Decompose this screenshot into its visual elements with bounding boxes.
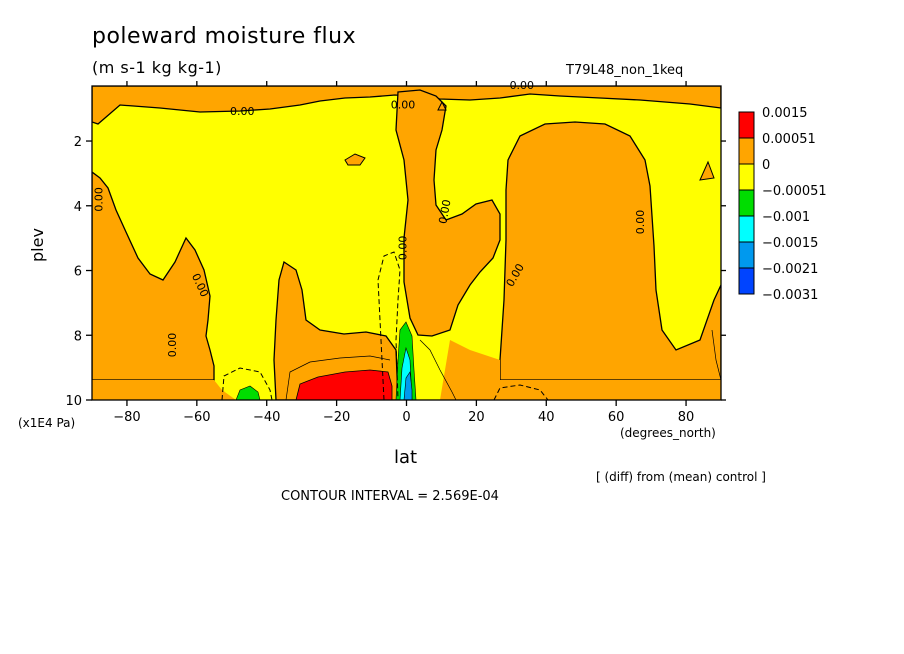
colorbar-label: 0.00051 (762, 132, 816, 147)
island-1 (344, 153, 366, 166)
contour-label: 0.00 (391, 99, 416, 112)
colorbar-box (738, 137, 755, 165)
dashed-contour-2 (221, 367, 273, 400)
x-tick-label: −80 (113, 410, 140, 425)
y-axis-ticks: 2 4 6 8 10 (65, 135, 726, 409)
fill-orange-top (92, 86, 721, 125)
x-tick-label: −20 (323, 410, 350, 425)
colorbar-label: −0.0015 (762, 236, 818, 251)
fill-orange-center (395, 89, 501, 337)
contour-label: 0.00 (166, 333, 179, 358)
diff-note: [ (diff) from (mean) control ] (596, 470, 766, 484)
x-axis-ticks: −80 −60 −40 −20 0 20 40 60 80 (113, 81, 694, 425)
x-axis-label: lat (394, 447, 418, 468)
y-axis-units: (x1E4 Pa) (18, 416, 76, 430)
x-tick-label: 80 (678, 410, 695, 425)
fill-orange-bottom-right (440, 340, 721, 400)
y-tick-label: 4 (74, 200, 82, 215)
x-tick-label: 40 (538, 410, 555, 425)
contour-label: 0.00 (436, 198, 453, 224)
contour-label: 0.00 (230, 105, 255, 118)
x-tick-label: 20 (468, 410, 485, 425)
colorbar-box (738, 267, 755, 295)
x-axis-units: (degrees_north) (620, 426, 716, 440)
thin-contour-2 (419, 339, 457, 400)
fill-orange-right (499, 121, 721, 381)
colorbar-box (738, 163, 755, 191)
x-tick-label: −40 (253, 410, 280, 425)
thin-contour-1 (285, 355, 391, 400)
fill-orange-left (92, 171, 215, 381)
fill-green-left (235, 385, 261, 400)
colorbar-label: 0 (762, 158, 770, 173)
colorbar-label: −0.001 (762, 210, 810, 225)
colorbar-label: −0.00051 (762, 184, 827, 199)
x-tick-label: 60 (608, 410, 625, 425)
island-2 (699, 160, 715, 181)
run-label: T79L48_non_1keq (566, 63, 684, 78)
chart-title: poleward moisture flux (92, 24, 357, 49)
x-tick-label: 0 (402, 410, 410, 425)
contour-label: 0.00 (92, 187, 105, 212)
colorbar-box (738, 241, 755, 269)
contour-label: 0.00 (397, 236, 410, 260)
contour-label: 0.00 (634, 210, 647, 235)
colorbar-box (738, 111, 755, 139)
fill-red (295, 369, 393, 400)
colorbar-label: −0.0031 (762, 288, 818, 303)
y-tick-label: 10 (65, 394, 82, 409)
y-tick-label: 8 (74, 329, 82, 344)
colorbar-label: −0.0021 (762, 262, 818, 277)
dashed-contour-3 (493, 384, 549, 400)
colorbar: 0.0015 0.00051 0 −0.00051 −0.001 −0.0015 −0.00… (738, 106, 827, 303)
island-3 (437, 100, 447, 111)
fill-orange-bottom (92, 380, 236, 400)
y-tick-label: 2 (74, 135, 82, 150)
contour-fills (92, 86, 721, 400)
dashed-contour-1 (377, 251, 401, 400)
colorbar-label: 0.0015 (762, 106, 808, 121)
colorbar-box (738, 189, 755, 217)
y-tick-label: 6 (74, 265, 82, 280)
colorbar-box (738, 215, 755, 243)
x-tick-label: −60 (183, 410, 210, 425)
chart-units: (m s-1 kg kg-1) (92, 58, 222, 77)
fill-blue (403, 371, 413, 400)
contour-interval: CONTOUR INTERVAL = 2.569E-04 (281, 489, 499, 504)
fill-orange-lowerleft (273, 260, 399, 400)
thin-contour-3 (711, 329, 721, 381)
